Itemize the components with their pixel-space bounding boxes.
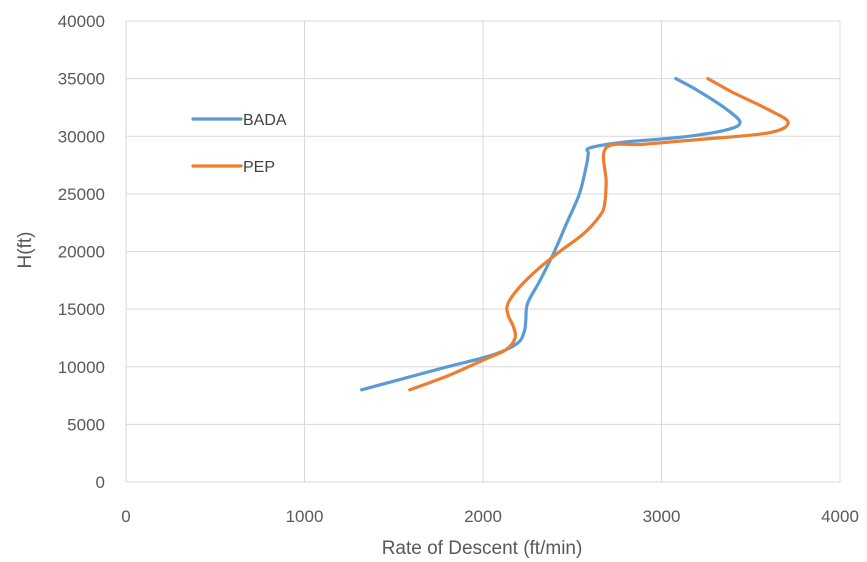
gridlines: [125, 20, 841, 483]
x-tick-label: 0: [121, 507, 130, 526]
series-line-pep: [408, 77, 790, 392]
y-tick-label: 35000: [58, 70, 105, 89]
y-tick-label: 10000: [58, 358, 105, 377]
x-tick-label: 4000: [821, 507, 859, 526]
y-tick-label: 40000: [58, 12, 105, 31]
y-tick-label: 5000: [67, 415, 105, 434]
legend-label-bada: BADA: [243, 112, 287, 129]
legend-label-pep: PEP: [243, 159, 275, 176]
y-axis-title: H(ft): [15, 232, 36, 269]
legend: BADA PEP: [191, 112, 287, 176]
y-axis-tick-labels: 0 5000 10000 15000 20000 25000 30000 35000 40000: [58, 12, 105, 492]
x-axis-title: Rate of Descent (ft/min): [382, 538, 583, 559]
series-lines: [360, 77, 790, 392]
x-tick-label: 1000: [286, 507, 324, 526]
x-tick-label: 2000: [464, 507, 502, 526]
y-tick-label: 15000: [58, 300, 105, 319]
y-tick-label: 20000: [58, 243, 105, 262]
x-tick-label: 3000: [643, 507, 681, 526]
y-tick-label: 25000: [58, 185, 105, 204]
x-axis-tick-labels: 0 1000 2000 3000 4000: [121, 507, 859, 526]
y-tick-label: 30000: [58, 127, 105, 146]
series-line-bada: [360, 77, 742, 392]
y-tick-label: 0: [96, 473, 105, 492]
